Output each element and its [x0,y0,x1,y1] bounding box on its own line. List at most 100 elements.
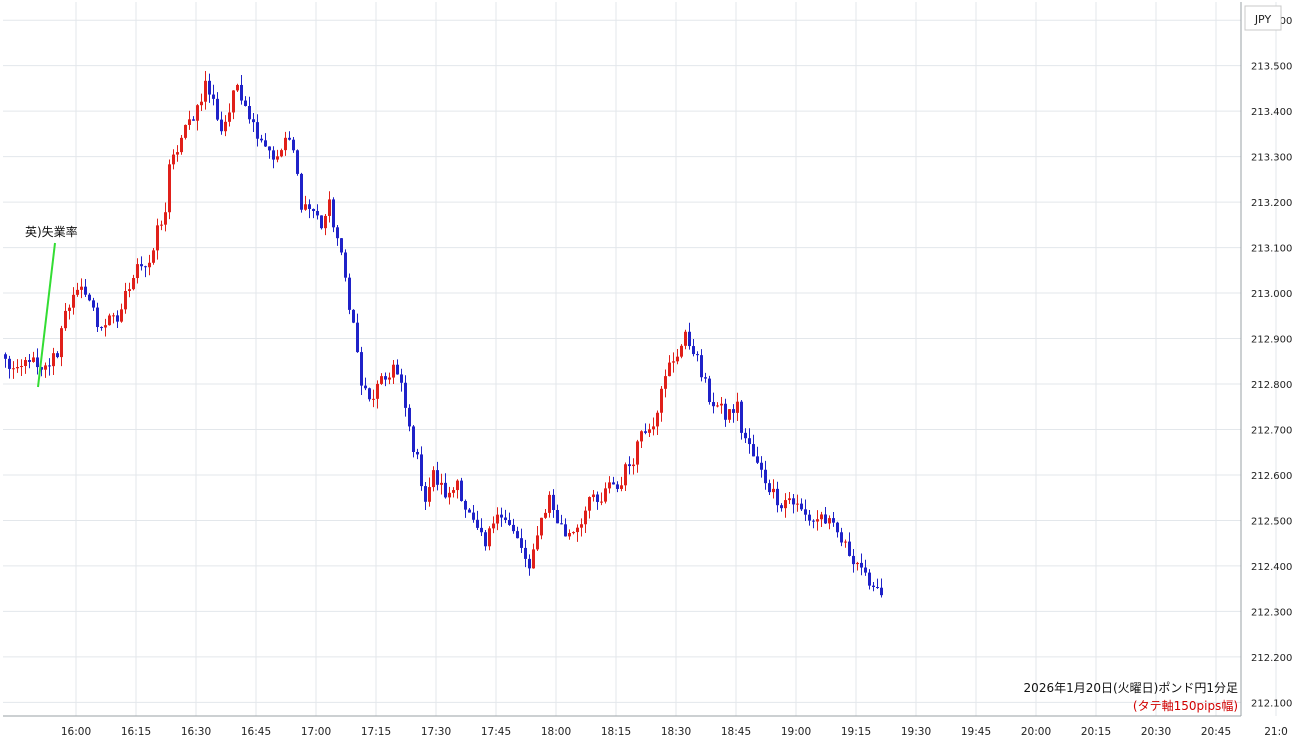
candle [356,313,359,353]
candle-body [732,409,735,413]
candle-body [852,555,855,565]
x-tick-label: 17:45 [481,726,511,738]
candle-body [392,364,395,378]
candle [96,302,99,332]
candle-body [596,494,599,502]
candle [76,282,79,297]
candle [528,554,531,576]
candle-body [160,224,163,226]
candle-body [692,346,695,355]
candle [684,329,687,350]
x-tick-label: 16:30 [181,726,211,738]
candle [452,487,455,498]
candle-body [716,405,719,407]
candle [220,111,223,135]
x-tick-label: 18:00 [541,726,571,738]
candle-body [632,464,635,467]
x-tick-label: 16:00 [61,726,91,738]
candle-body [668,362,671,377]
candle [400,368,403,392]
candle-body [412,426,415,452]
candle-body [72,294,75,308]
x-tick-label: 17:00 [301,726,331,738]
candle [572,531,575,535]
candle [364,377,367,391]
candle [788,492,791,505]
candle [488,526,491,551]
x-tick-label: 20:15 [1081,726,1111,738]
candle [564,518,567,537]
candle-body [380,376,383,384]
y-tick-label: 213.400 [1251,107,1292,118]
candle [492,516,495,534]
candle [716,402,719,408]
candle-body [32,357,35,362]
candle-body [132,278,135,290]
candle [584,506,587,534]
candle-body [592,494,595,498]
candle [156,218,159,260]
candle-body [620,485,623,489]
candle [496,507,499,531]
candle-body [260,138,263,141]
candle-body [824,514,827,524]
y-tick-label: 212.800 [1251,380,1292,391]
candle [512,518,515,534]
candle [284,131,287,156]
y-tick-label: 212.300 [1251,607,1292,618]
x-tick-label: 19:00 [781,726,811,738]
candle-body [536,535,539,550]
candle-body [476,519,479,528]
candle-body [212,94,215,99]
candle-body [756,456,759,463]
candle [212,84,215,106]
candle-body [588,497,591,511]
candle-body [816,519,819,522]
candle [244,96,247,107]
candle [800,498,803,511]
candle [836,521,839,538]
candle-body [232,90,235,113]
candle-body [216,98,219,120]
candle [140,256,143,271]
y-tick-label: 213.000 [1251,289,1292,300]
candle [568,529,571,540]
candle-body [428,487,431,502]
candle-body [408,407,411,427]
candle [160,220,163,231]
candle-body [776,488,779,506]
candle [444,473,447,499]
candle [540,517,543,540]
candle-body [36,357,39,368]
candle-body [696,354,699,356]
candle [660,385,663,422]
candle-body [96,307,99,328]
candle [368,387,371,402]
candle-body [848,541,851,556]
candle-body [20,365,23,368]
candle [360,346,363,395]
candle [236,83,239,92]
candle-body [876,587,879,589]
candle-body [784,500,787,509]
candle-body [152,250,155,263]
candle-body [868,572,871,586]
candle-body [296,150,299,174]
candle-body [372,398,375,400]
candle [384,372,387,387]
candle [44,362,47,378]
candle-body [352,309,355,323]
candle [376,380,379,409]
candle [416,448,419,460]
candle-body [528,558,531,569]
candle-body [192,119,195,121]
candle-body [312,208,315,212]
annotation-pointer [37,242,56,388]
candle [536,526,539,551]
candle [708,375,711,405]
candle [240,75,243,105]
candle-body [124,291,127,310]
candle [616,481,619,493]
candle-body [688,331,691,347]
